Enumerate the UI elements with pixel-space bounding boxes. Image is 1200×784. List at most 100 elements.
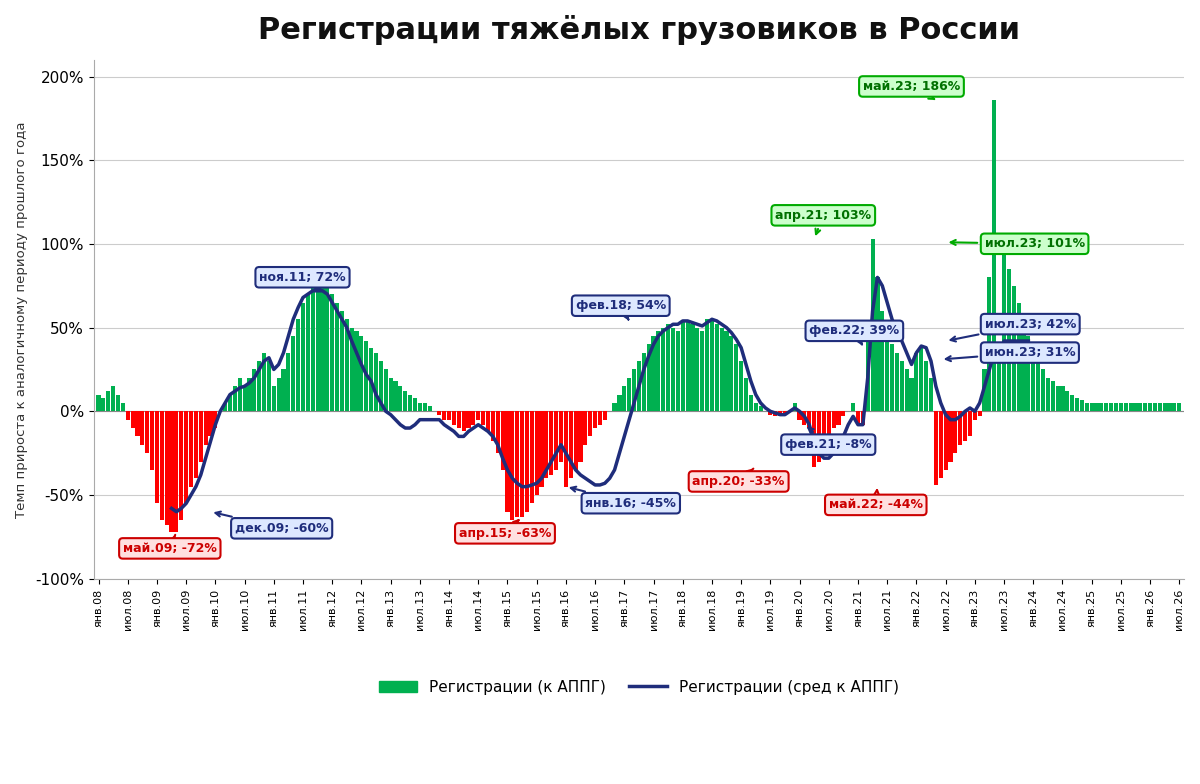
Bar: [228, 394, 232, 412]
Bar: [1075, 398, 1079, 412]
Bar: [656, 331, 660, 412]
Bar: [720, 328, 724, 412]
Bar: [394, 381, 397, 412]
Bar: [535, 412, 539, 495]
Bar: [1148, 403, 1152, 412]
Bar: [296, 319, 300, 412]
Bar: [968, 412, 972, 437]
Bar: [744, 378, 748, 412]
Bar: [1144, 403, 1147, 412]
Bar: [311, 286, 314, 412]
Bar: [1158, 403, 1162, 412]
Bar: [1094, 403, 1098, 412]
Bar: [209, 412, 212, 437]
Bar: [632, 369, 636, 412]
Bar: [812, 412, 816, 466]
Bar: [886, 328, 889, 412]
Text: дек.09; -60%: дек.09; -60%: [216, 512, 329, 535]
Bar: [1056, 387, 1060, 412]
Bar: [276, 378, 281, 412]
Bar: [685, 321, 690, 412]
Bar: [725, 331, 728, 412]
Title: Регистрации тяжёлых грузовиков в России: Регистрации тяжёлых грузовиков в России: [258, 15, 1020, 45]
Bar: [1012, 286, 1016, 412]
Bar: [379, 361, 383, 412]
Bar: [617, 394, 622, 412]
Bar: [943, 412, 948, 470]
Bar: [510, 412, 515, 520]
Bar: [1061, 387, 1064, 412]
Bar: [860, 412, 865, 425]
Bar: [442, 412, 446, 419]
Bar: [223, 403, 227, 412]
Bar: [287, 353, 290, 412]
Bar: [199, 412, 203, 462]
Bar: [1134, 403, 1138, 412]
Bar: [768, 412, 773, 415]
Bar: [500, 412, 505, 470]
Bar: [997, 359, 1001, 412]
Bar: [739, 361, 743, 412]
Text: апр.20; -33%: апр.20; -33%: [692, 469, 785, 488]
Bar: [637, 361, 641, 412]
Bar: [1153, 403, 1157, 412]
Bar: [817, 412, 821, 462]
Bar: [690, 325, 695, 412]
Bar: [437, 412, 442, 415]
Text: фев.22; 39%: фев.22; 39%: [809, 325, 900, 345]
Bar: [905, 369, 908, 412]
Bar: [427, 406, 432, 412]
Bar: [107, 391, 110, 412]
Bar: [910, 378, 913, 412]
Bar: [749, 394, 752, 412]
Bar: [467, 412, 470, 428]
Bar: [403, 391, 407, 412]
Bar: [242, 387, 247, 412]
Bar: [808, 412, 811, 428]
Bar: [131, 412, 134, 428]
Bar: [140, 412, 144, 445]
Bar: [418, 403, 422, 412]
Bar: [851, 403, 856, 412]
Bar: [1026, 336, 1031, 412]
Bar: [320, 269, 324, 412]
Bar: [179, 412, 184, 520]
Bar: [1070, 394, 1074, 412]
Bar: [758, 406, 763, 412]
Bar: [481, 412, 485, 425]
Text: фев.21; -8%: фев.21; -8%: [785, 428, 871, 451]
Bar: [214, 412, 217, 428]
Bar: [446, 412, 451, 419]
Bar: [578, 412, 582, 462]
Bar: [754, 403, 758, 412]
Bar: [1021, 319, 1026, 412]
Bar: [145, 412, 149, 453]
Bar: [773, 412, 778, 416]
Bar: [1099, 403, 1104, 412]
Bar: [1051, 381, 1055, 412]
Bar: [374, 353, 378, 412]
Bar: [330, 294, 335, 412]
Bar: [778, 412, 782, 416]
Bar: [169, 412, 174, 532]
Bar: [408, 394, 412, 412]
Bar: [934, 412, 938, 485]
Bar: [865, 328, 870, 412]
Bar: [680, 321, 685, 412]
Bar: [164, 412, 169, 525]
Bar: [1040, 369, 1045, 412]
Bar: [389, 378, 392, 412]
Bar: [793, 403, 797, 412]
Bar: [340, 311, 344, 412]
Bar: [588, 412, 593, 437]
Bar: [1007, 269, 1010, 412]
Text: июл.23; 42%: июл.23; 42%: [950, 318, 1076, 342]
Bar: [306, 294, 310, 412]
Bar: [919, 346, 923, 412]
Bar: [875, 278, 880, 412]
Bar: [121, 403, 125, 412]
Bar: [462, 412, 466, 431]
Bar: [704, 319, 709, 412]
Bar: [642, 353, 646, 412]
Bar: [384, 369, 388, 412]
